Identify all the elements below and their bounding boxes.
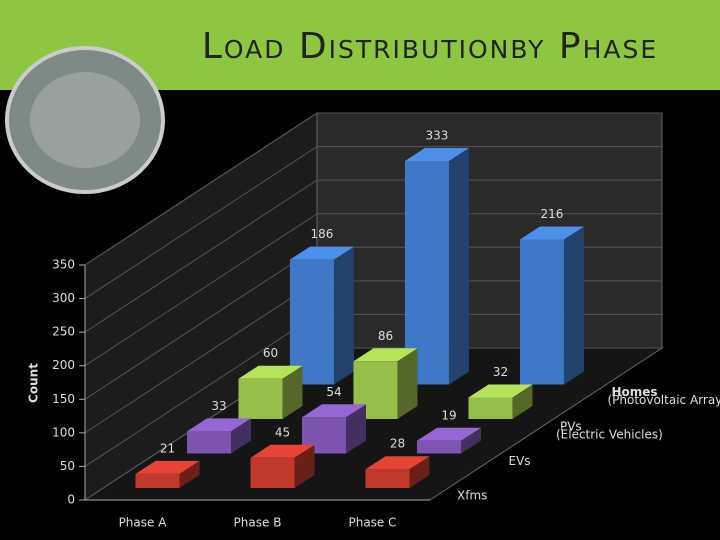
bar-front [250, 457, 295, 488]
bar-top [289, 246, 354, 260]
bar-top [519, 226, 584, 240]
data-label: 86 [378, 329, 393, 343]
bar-front [519, 239, 564, 385]
bar [238, 365, 303, 420]
bar-front [301, 417, 346, 454]
series-label: Xfms [457, 489, 487, 503]
bar-top [135, 460, 200, 474]
y-tick-label: 350 [52, 258, 75, 272]
back-wall [316, 112, 663, 349]
data-label: 32 [493, 365, 508, 379]
bar [186, 418, 251, 454]
bar-top [238, 365, 303, 379]
grid-line [84, 213, 662, 367]
bar-front [186, 431, 231, 454]
bar-side [460, 427, 481, 454]
data-label: 216 [541, 207, 564, 221]
bar-side [179, 460, 200, 488]
y-tick-label: 300 [52, 291, 75, 305]
bar-front [365, 469, 410, 488]
data-label: 45 [275, 425, 290, 439]
series-note: (Electric Vehicles) [556, 428, 663, 442]
y-tick-label: 50 [60, 459, 75, 473]
bar [301, 404, 366, 454]
data-label: 21 [160, 441, 175, 455]
bar-top [365, 456, 430, 470]
series-label: PVs [560, 420, 582, 434]
y-tick-label: 100 [52, 425, 75, 439]
series-note: (Photovoltaic Arrays) [607, 393, 720, 407]
chart-title: Load Distributionby Phase [202, 26, 658, 67]
bar-side [397, 348, 418, 420]
data-label: 19 [441, 408, 456, 422]
bar [519, 226, 584, 385]
bar-front [468, 397, 513, 420]
x-tick-label: Phase C [348, 516, 396, 530]
bar-side [409, 456, 430, 488]
bar-top [468, 384, 533, 398]
series-label: EVs [508, 454, 530, 468]
bar-side [333, 246, 354, 385]
bar-top [250, 444, 315, 458]
x-tick-label: Phase A [119, 516, 168, 530]
series-label: Homes [611, 385, 657, 399]
bar-side [512, 384, 533, 420]
data-label: 28 [390, 437, 405, 451]
bar-front [289, 259, 334, 385]
data-label: 186 [311, 227, 334, 241]
bar-front [404, 160, 449, 385]
bar-top [404, 147, 469, 161]
bar-top [416, 427, 481, 441]
bar [135, 460, 200, 488]
bar-front [416, 440, 461, 454]
bar-side [230, 418, 251, 454]
data-label: 60 [263, 346, 278, 360]
bar [365, 456, 430, 488]
bar-side [282, 365, 303, 420]
bar-side [448, 147, 469, 385]
bar-front [135, 473, 180, 488]
x-tick-label: Phase B [234, 516, 282, 530]
bar-top [353, 348, 418, 362]
grid-line [84, 112, 662, 266]
bar [404, 147, 469, 385]
y-tick-label: 200 [52, 358, 75, 372]
y-tick-label: 250 [52, 325, 75, 339]
y-tick-label: 150 [52, 392, 75, 406]
bar-top [186, 418, 251, 432]
bar [416, 427, 481, 454]
data-label: 33 [211, 399, 226, 413]
grid-line [84, 146, 662, 299]
bar-side [345, 404, 366, 454]
bar-side [294, 444, 315, 488]
bar-top [301, 404, 366, 418]
aerial-photo-detail [30, 72, 140, 168]
data-label: 54 [326, 385, 341, 399]
data-label: 333 [426, 128, 449, 142]
bar-side [563, 226, 584, 385]
bar [468, 384, 533, 420]
bar-front [238, 378, 283, 420]
bar [289, 246, 354, 385]
y-tick-label: 0 [67, 493, 75, 507]
y-axis-label: Count [27, 363, 41, 403]
bar [250, 444, 315, 488]
grid-line [84, 179, 662, 333]
